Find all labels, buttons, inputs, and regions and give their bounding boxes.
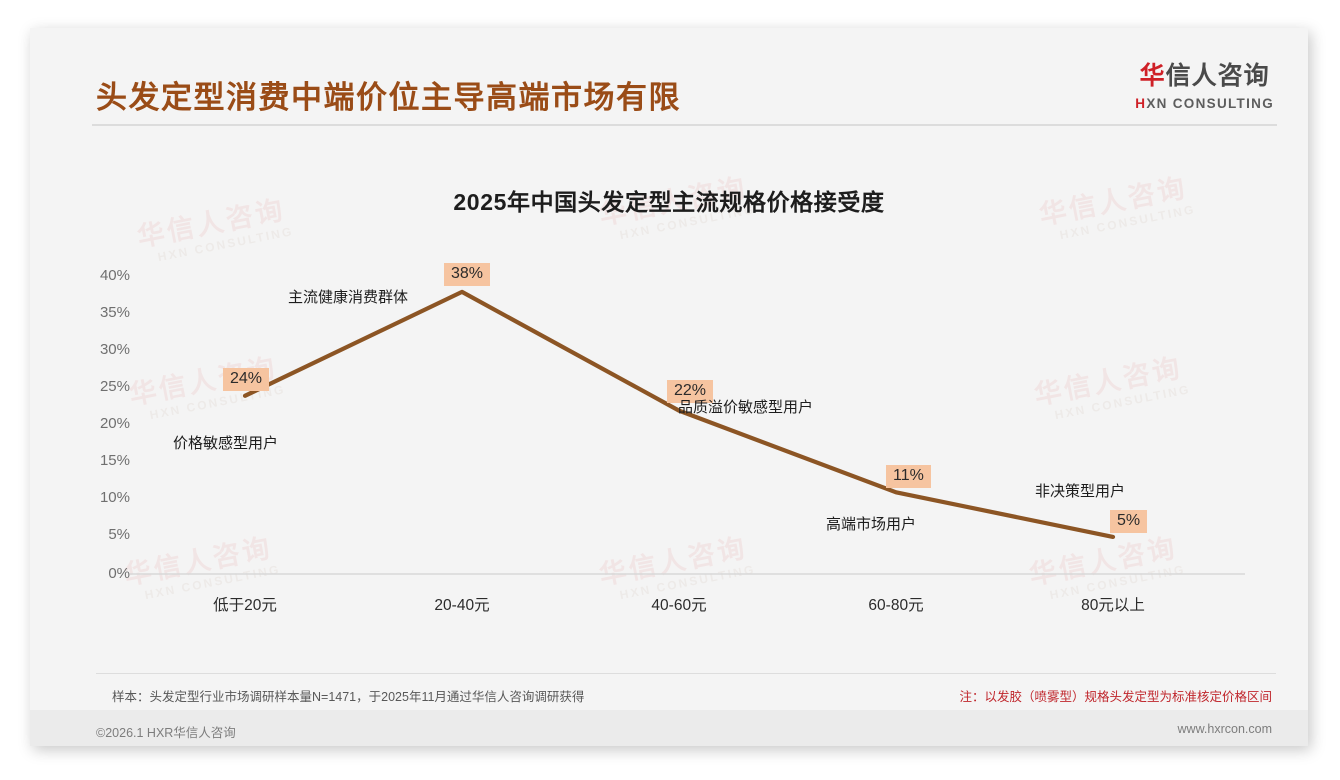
report-card: 华信人咨询 HXN CONSULTING 华信人咨询 HXN CONSULTIN… [30, 28, 1308, 746]
data-label: 11% [886, 465, 931, 488]
y-axis-tick: 5% [108, 526, 130, 543]
brand-name-cn: 华信人咨询 [1135, 56, 1274, 92]
website-link[interactable]: www.hxrcon.com [1177, 722, 1272, 736]
x-axis-tick: 80元以上 [1081, 597, 1145, 614]
brand-logo: 华信人咨询 HXN CONSULTING [1135, 56, 1274, 111]
header: 头发定型消费中端价位主导高端市场有限 华信人咨询 HXN CONSULTING [30, 28, 1308, 124]
brand-name-en: HXN CONSULTING [1135, 96, 1274, 111]
y-axis-tick: 25% [99, 378, 130, 395]
series-line [242, 289, 1116, 539]
footer-divider [96, 673, 1276, 674]
annotation-highend: 高端市场用户 [826, 516, 917, 533]
x-axis-tick: 低于20元 [213, 597, 277, 614]
y-axis-tick: 35% [99, 304, 130, 321]
page-title: 头发定型消费中端价位主导高端市场有限 [96, 80, 681, 115]
chart-title: 2025年中国头发定型主流规格价格接受度 [453, 189, 885, 215]
line-chart: 40% 35% 30% 25% 20% 15% 10% 5% 0% 低于20元 … [30, 28, 1308, 746]
spec-note: 注：以发胶（喷雾型）规格头发定型为标准核定价格区间 [959, 690, 1272, 704]
data-label: 24% [223, 368, 270, 391]
header-divider [92, 124, 1277, 126]
x-axis-tick: 40-60元 [651, 597, 707, 614]
data-label: 22% [667, 380, 714, 403]
y-axis-tick: 20% [99, 415, 130, 432]
copyright-text: ©2026.1 HXR华信人咨询 [96, 726, 236, 740]
y-axis-tick: 40% [99, 267, 130, 284]
x-axis-tick: 20-40元 [434, 597, 490, 614]
brand-en-rest: XN CONSULTING [1146, 96, 1274, 111]
annotation-premium: 品质溢价敏感型用户 [678, 399, 814, 416]
annotation-nondecision: 非决策型用户 [1035, 483, 1126, 500]
brand-cn-red: 华 [1139, 62, 1166, 90]
y-axis-tick: 0% [108, 565, 130, 582]
chart-svg [130, 289, 1245, 575]
y-axis-tick: 15% [99, 452, 130, 469]
brand-en-red: H [1135, 96, 1147, 111]
data-label: 38% [444, 263, 491, 286]
x-axis-tick: 60-80元 [868, 597, 924, 614]
annotation-mainstream: 主流健康消费群体 [288, 289, 409, 306]
y-axis-tick: 10% [99, 489, 130, 506]
data-label: 5% [1110, 510, 1148, 533]
sample-note: 样本：头发定型行业市场调研样本量N=1471，于2025年11月通过华信人咨询调… [112, 690, 585, 704]
bottom-bar [30, 710, 1308, 746]
y-axis-tick: 30% [99, 341, 130, 358]
annotation-price-sensitive: 价格敏感型用户 [173, 435, 279, 452]
brand-cn-rest: 信人咨询 [1165, 62, 1270, 90]
